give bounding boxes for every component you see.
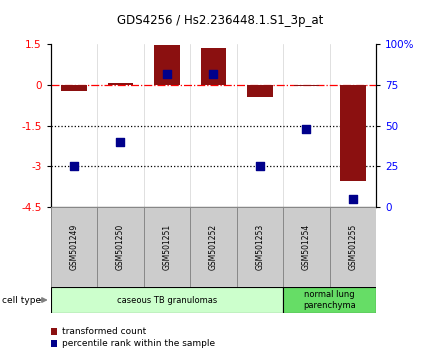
Bar [247, 85, 273, 97]
Bar [283, 207, 330, 287]
Bar [143, 207, 190, 287]
Text: percentile rank within the sample: percentile rank within the sample [62, 339, 215, 348]
Text: cell type: cell type [2, 296, 41, 304]
Text: GDS4256 / Hs2.236448.1.S1_3p_at: GDS4256 / Hs2.236448.1.S1_3p_at [117, 14, 323, 27]
Point [210, 71, 217, 76]
Text: GSM501254: GSM501254 [302, 224, 311, 270]
Text: GSM501251: GSM501251 [162, 224, 172, 270]
Text: normal lung
parenchyma: normal lung parenchyma [303, 290, 356, 310]
Bar [237, 207, 283, 287]
Text: GSM501255: GSM501255 [348, 224, 357, 270]
Bar [97, 207, 143, 287]
Bar [201, 48, 226, 85]
Point [70, 164, 77, 169]
Point [257, 164, 264, 169]
Bar [340, 85, 366, 181]
Text: GSM501249: GSM501249 [70, 224, 78, 270]
Point [117, 139, 124, 145]
Text: GSM501253: GSM501253 [255, 224, 264, 270]
Text: caseous TB granulomas: caseous TB granulomas [117, 296, 217, 304]
Point [303, 126, 310, 132]
Bar [154, 45, 180, 85]
Bar [51, 207, 97, 287]
Point [349, 196, 356, 202]
Point [163, 71, 170, 76]
Bar [61, 85, 87, 91]
Bar [108, 83, 133, 85]
Text: GSM501252: GSM501252 [209, 224, 218, 270]
Bar [190, 207, 237, 287]
Text: transformed count: transformed count [62, 327, 146, 336]
Bar [293, 85, 319, 86]
Bar [330, 207, 376, 287]
Bar [51, 287, 283, 313]
Bar [283, 287, 376, 313]
Text: GSM501250: GSM501250 [116, 224, 125, 270]
